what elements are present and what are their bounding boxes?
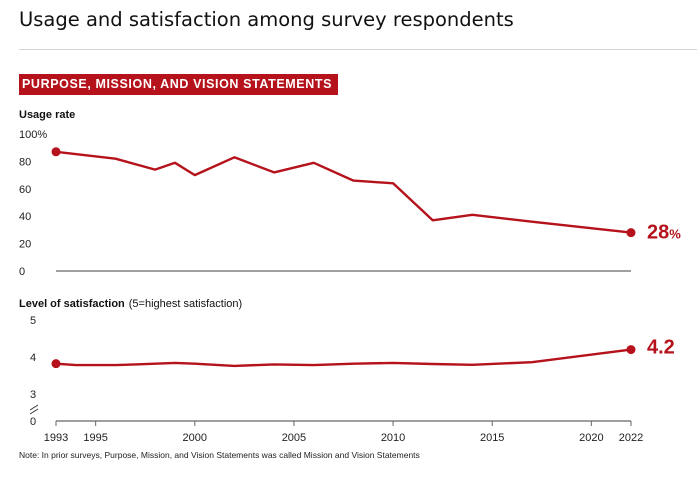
- satisfaction-axis-title: Level of satisfaction: [19, 298, 125, 310]
- usage-end-value: 28: [647, 222, 669, 244]
- x-tick-label: 1993: [44, 432, 68, 444]
- x-tick-label: 2015: [480, 432, 504, 444]
- chart-title: Usage and satisfaction among survey resp…: [19, 8, 514, 31]
- usage-y-tick-label: 100%: [19, 129, 47, 141]
- satisfaction-axis-note: (5=highest satisfaction): [129, 298, 242, 310]
- usage-end-point: [626, 228, 636, 238]
- section-banner: PURPOSE, MISSION, AND VISION STATEMENTS: [19, 74, 339, 95]
- usage-rate-chart: Usage rate 100% 80 60 40 20 0 28%: [19, 109, 681, 278]
- usage-end-label: 28%: [647, 222, 681, 244]
- usage-y-tick-label: 60: [19, 184, 31, 196]
- x-tick-label: 2022: [619, 432, 643, 444]
- usage-y-tick-label: 40: [19, 211, 31, 223]
- satisfaction-end-label: 4.2: [647, 337, 675, 359]
- satisfaction-end-point: [626, 345, 636, 355]
- x-tick-label: 2020: [579, 432, 603, 444]
- usage-line: [55, 150, 632, 234]
- x-tick-label: 2000: [183, 432, 207, 444]
- x-tick-label: 2005: [282, 432, 306, 444]
- x-tick-label: 2010: [381, 432, 405, 444]
- usage-start-point: [51, 147, 61, 157]
- satisfaction-y-tick-label: 5: [30, 315, 36, 327]
- satisfaction-y-tick-label: 0: [30, 416, 36, 428]
- usage-y-tick-label: 20: [19, 239, 31, 251]
- title-divider: [19, 49, 697, 50]
- usage-y-tick-label: 80: [19, 156, 31, 168]
- satisfaction-start-point: [51, 359, 61, 369]
- satisfaction-axis-label: Level of satisfaction (5=highest satisfac…: [19, 298, 242, 310]
- axis-break-marks: [29, 404, 39, 415]
- usage-end-unit: %: [669, 227, 681, 242]
- x-tick-label: 1995: [83, 432, 107, 444]
- usage-axis-label: Usage rate: [19, 109, 75, 121]
- footnote: Note: In prior surveys, Purpose, Mission…: [19, 450, 420, 460]
- satisfaction-y-tick-label: 3: [30, 389, 36, 401]
- usage-y-tick-label: 0: [19, 266, 25, 278]
- satisfaction-chart: Level of satisfaction (5=highest satisfac…: [19, 298, 675, 444]
- satisfaction-y-tick-label: 4: [30, 352, 36, 364]
- satisfaction-line: [55, 348, 632, 368]
